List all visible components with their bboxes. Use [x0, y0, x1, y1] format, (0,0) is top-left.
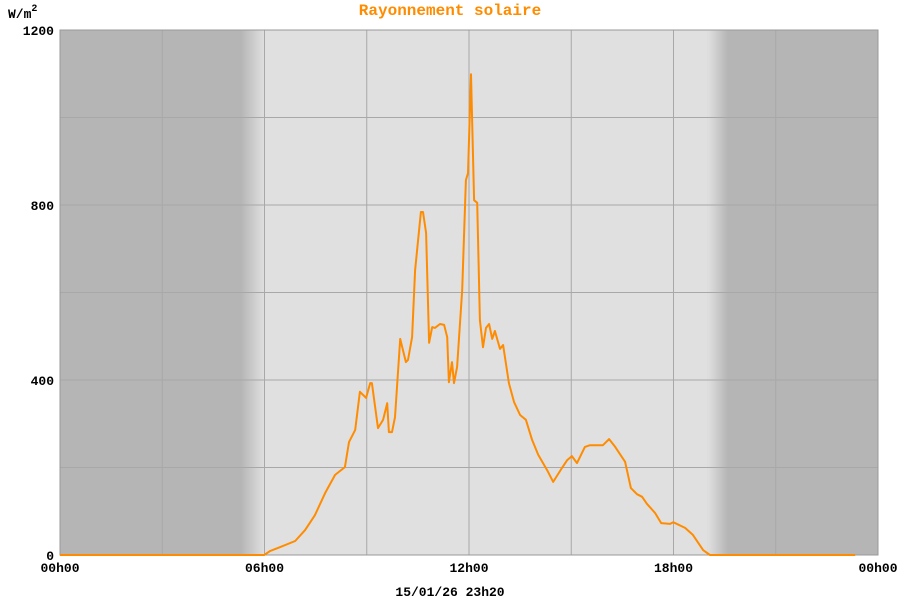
series-layer: [59, 73, 856, 556]
y-axis-unit-base: W/m: [8, 7, 32, 22]
y-tick-label: 1200: [23, 24, 54, 39]
y-axis-unit: W/m2: [8, 4, 37, 22]
x-tick-label: 00h00: [40, 561, 79, 576]
x-tick-label: 12h00: [449, 561, 488, 576]
y-tick-labels: 0 400 800 1200: [23, 24, 54, 564]
x-tick-label: 00h00: [858, 561, 897, 576]
x-tick-label: 18h00: [654, 561, 693, 576]
x-tick-labels: 00h00 06h00 12h00 18h00 00h00: [40, 561, 897, 576]
radiation-line: [60, 73, 856, 556]
y-tick-label: 800: [31, 199, 55, 214]
plot-border: [59, 29, 879, 556]
y-tick-label: 0: [46, 549, 54, 564]
x-axis-timestamp: 15/01/26 23h20: [395, 585, 504, 600]
x-tick-label: 06h00: [245, 561, 284, 576]
y-axis-unit-superscript: 2: [31, 4, 37, 15]
chart-title: Rayonnement solaire: [359, 2, 541, 20]
y-tick-label: 400: [31, 374, 55, 389]
